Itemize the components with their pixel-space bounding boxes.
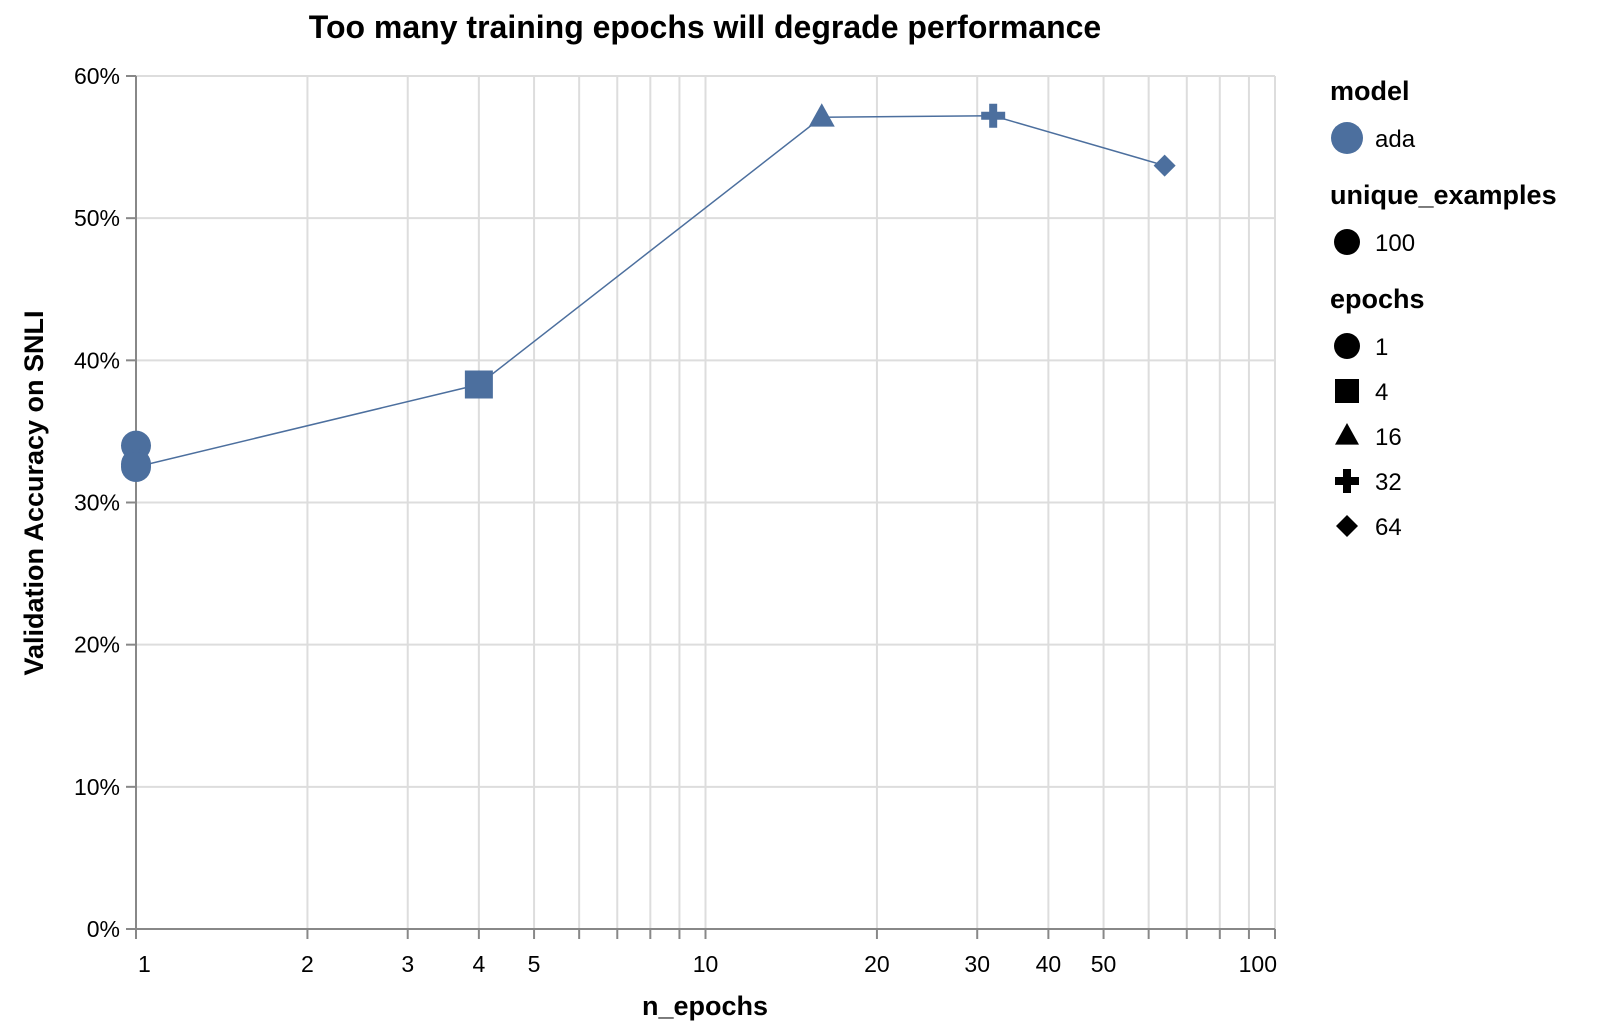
legend-title: model (1330, 76, 1410, 106)
legend-label: 4 (1375, 379, 1388, 406)
legend: model ada unique_examples 100 epochs 1 4 16 32 64 (1330, 76, 1557, 541)
legend-label: 64 (1375, 514, 1402, 541)
legend-symbol-circle (1334, 333, 1360, 359)
legend-symbol-square (1335, 379, 1359, 403)
legend-label: 1 (1375, 334, 1388, 361)
chart-title: Too many training epochs will degrade pe… (309, 9, 1101, 45)
data-point-diamond (1153, 154, 1176, 177)
y-tick-label: 40% (74, 347, 120, 373)
data-point-cross (981, 103, 1006, 128)
data-point-square (464, 370, 493, 399)
legend-title: unique_examples (1330, 180, 1557, 210)
y-tick-label: 60% (74, 63, 120, 89)
legend-label: 16 (1375, 424, 1402, 451)
grid-lines (135, 75, 1276, 930)
x-tick-label: 10 (693, 951, 719, 977)
x-axis-title: n_epochs (642, 991, 768, 1021)
x-tick-label: 2 (301, 951, 314, 977)
legend-group-unique-examples: unique_examples 100 (1330, 180, 1557, 257)
x-tick-label: 30 (964, 951, 990, 977)
y-tick-label: 30% (74, 490, 120, 516)
legend-title: epochs (1330, 284, 1425, 314)
axes: 0% 10% 20% 30% 40% 50% 60% 1 2 3 4 5 10 20 30 40 50 100 (74, 63, 1277, 977)
y-tick-label: 0% (87, 916, 120, 942)
legend-symbol-cross (1335, 469, 1359, 493)
x-tick-label: 5 (528, 951, 541, 977)
x-tick-label: 20 (864, 951, 890, 977)
legend-label: 32 (1375, 469, 1402, 496)
data-point-circle (121, 451, 151, 482)
legend-symbol-triangle (1335, 423, 1359, 445)
legend-label: 100 (1375, 230, 1415, 257)
legend-group-epochs: epochs 1 4 16 32 64 (1330, 284, 1425, 541)
legend-group-model: model ada (1330, 76, 1416, 154)
legend-label: ada (1375, 126, 1416, 153)
y-tick-label: 20% (74, 632, 120, 658)
x-tick-label: 1 (138, 951, 151, 977)
legend-symbol-circle (1331, 122, 1363, 154)
x-tick-label: 4 (472, 951, 485, 977)
data-point-triangle (808, 103, 835, 127)
series-layer (121, 103, 1176, 482)
y-tick-label: 10% (74, 774, 120, 800)
legend-symbol-diamond (1336, 515, 1358, 537)
x-tick-label: 100 (1239, 951, 1277, 977)
x-tick-label: 50 (1091, 951, 1117, 977)
y-tick-label: 50% (74, 205, 120, 231)
legend-symbol-circle (1334, 229, 1360, 255)
series-ada (121, 103, 1176, 482)
x-tick-label: 3 (401, 951, 414, 977)
y-axis-title: Validation Accuracy on SNLI (19, 310, 49, 675)
x-tick-label: 40 (1036, 951, 1062, 977)
